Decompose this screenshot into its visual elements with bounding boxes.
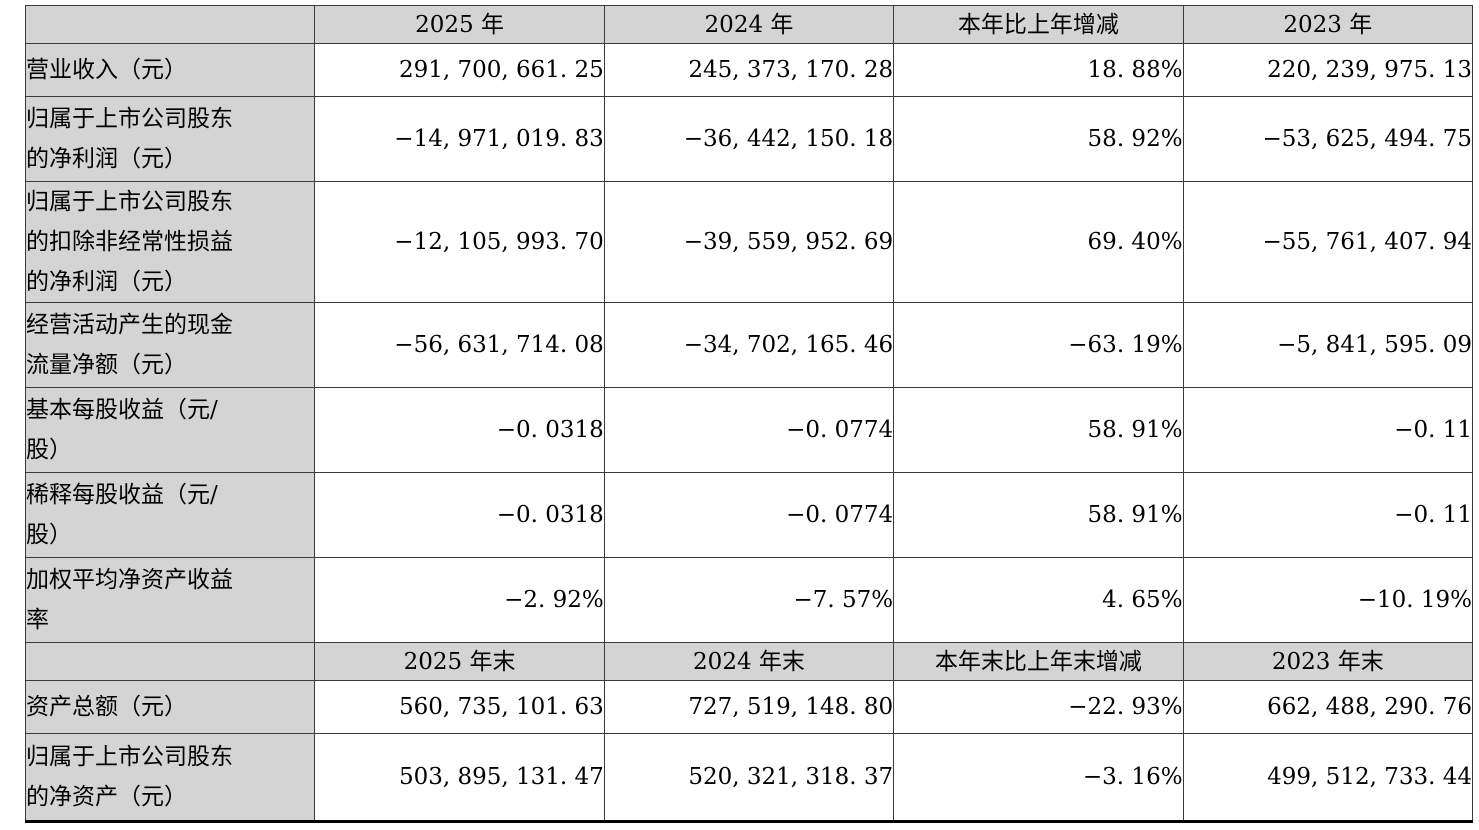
header-year-end-2023: 2023 年末 [1182,642,1474,681]
cell-value: 4. 65% [893,557,1184,643]
cell-value: 58. 91% [893,472,1184,558]
row-label: 归属于上市公司股东 的净利润（元） [24,96,316,182]
cell-value: −12, 105, 993. 70 [314,181,605,303]
table-row-operating-cash-flow: 经营活动产生的现金 流量净额（元） −56, 631, 714. 08 −34,… [24,302,1474,388]
cell-value: −39, 559, 952. 69 [603,181,895,303]
table-row-total-assets: 资产总额（元） 560, 735, 101. 63 727, 519, 148.… [24,680,1474,734]
cell-value: −10. 19% [1182,557,1474,643]
cell-value: −5, 841, 595. 09 [1182,302,1474,388]
cell-value: −7. 57% [603,557,895,643]
header-year-2023: 2023 年 [1182,5,1474,44]
header-yoy-change: 本年比上年增减 [893,5,1184,44]
cell-value: −0. 0774 [603,472,895,558]
row-label: 经营活动产生的现金 流量净额（元） [24,302,316,388]
cell-value: −56, 631, 714. 08 [314,302,605,388]
row-label: 归属于上市公司股东 的扣除非经常性损益 的净利润（元） [24,181,316,303]
cell-value: 58. 92% [893,96,1184,182]
table-row-operating-revenue: 营业收入（元） 291, 700, 661. 25 245, 373, 170.… [24,43,1474,97]
row-label: 加权平均净资产收益 率 [24,557,316,643]
cell-value: −63. 19% [893,302,1184,388]
cell-value: −0. 0318 [314,387,605,473]
cell-value: 291, 700, 661. 25 [314,43,605,97]
cell-value: −0. 0318 [314,472,605,558]
cell-value: −22. 93% [893,680,1184,734]
corner-cell [24,642,316,681]
table-row-basic-eps: 基本每股收益（元/ 股） −0. 0318 −0. 0774 58. 91% −… [24,387,1474,473]
cell-value: 520, 321, 318. 37 [603,733,895,822]
header-year-2024: 2024 年 [603,5,895,44]
cell-value: −36, 442, 150. 18 [603,96,895,182]
cell-value: 560, 735, 101. 63 [314,680,605,734]
table-row-net-profit-excl-nonrecurring: 归属于上市公司股东 的扣除非经常性损益 的净利润（元） −12, 105, 99… [24,181,1474,303]
annual-header-row: 2025 年 2024 年 本年比上年增减 2023 年 [24,5,1474,44]
row-label: 营业收入（元） [24,43,316,97]
cell-value: −55, 761, 407. 94 [1182,181,1474,303]
cell-value: −0. 0774 [603,387,895,473]
header-year-end-2024: 2024 年末 [603,642,895,681]
row-label: 资产总额（元） [24,680,316,734]
cell-value: 18. 88% [893,43,1184,97]
year-end-header-row: 2025 年末 2024 年末 本年末比上年末增减 2023 年末 [24,642,1474,681]
cell-value: −3. 16% [893,733,1184,822]
cell-value: −0. 11 [1182,387,1474,473]
cell-value: 220, 239, 975. 13 [1182,43,1474,97]
table-row-net-profit: 归属于上市公司股东 的净利润（元） −14, 971, 019. 83 −36,… [24,96,1474,182]
row-label: 归属于上市公司股东 的净资产（元） [24,733,316,822]
cell-value: 58. 91% [893,387,1184,473]
row-label: 基本每股收益（元/ 股） [24,387,316,473]
table-row-diluted-eps: 稀释每股收益（元/ 股） −0. 0318 −0. 0774 58. 91% −… [24,472,1474,558]
cell-value: 727, 519, 148. 80 [603,680,895,734]
financial-summary-table: 2025 年 2024 年 本年比上年增减 2023 年 营业收入（元） 291… [24,5,1474,823]
table-row-weighted-avg-roe: 加权平均净资产收益 率 −2. 92% −7. 57% 4. 65% −10. … [24,557,1474,643]
header-year-2025: 2025 年 [314,5,605,44]
cell-value: −34, 702, 165. 46 [603,302,895,388]
cell-value: −14, 971, 019. 83 [314,96,605,182]
cell-value: 499, 512, 733. 44 [1182,733,1474,822]
header-year-end-change: 本年末比上年末增减 [893,642,1184,681]
cell-value: 245, 373, 170. 28 [603,43,895,97]
corner-cell [24,5,316,44]
cell-value: 503, 895, 131. 47 [314,733,605,822]
cell-value: −53, 625, 494. 75 [1182,96,1474,182]
cell-value: 662, 488, 290. 76 [1182,680,1474,734]
table-row-net-assets: 归属于上市公司股东 的净资产（元） 503, 895, 131. 47 520,… [24,733,1474,822]
cell-value: −0. 11 [1182,472,1474,558]
row-label: 稀释每股收益（元/ 股） [24,472,316,558]
cell-value: 69. 40% [893,181,1184,303]
header-year-end-2025: 2025 年末 [314,642,605,681]
cell-value: −2. 92% [314,557,605,643]
